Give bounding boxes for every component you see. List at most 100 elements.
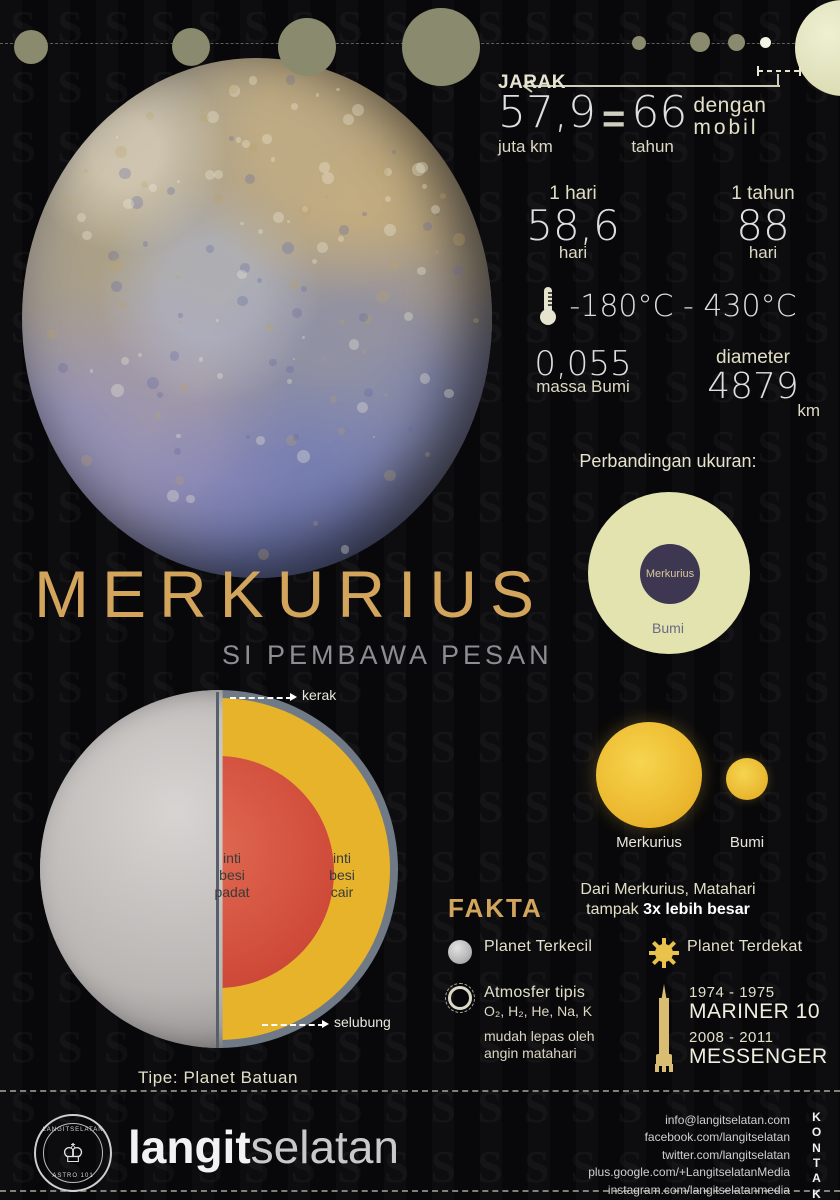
surface-speck xyxy=(426,372,431,378)
sun-from-earth-circle xyxy=(726,758,768,800)
surface-speck xyxy=(341,545,350,554)
mission-1-name: MESSENGER xyxy=(689,1045,828,1069)
atmosphere-composition: O₂, H₂, He, Na, K xyxy=(484,1002,593,1019)
surface-speck xyxy=(130,196,143,209)
surface-speck xyxy=(157,392,164,399)
surface-speck xyxy=(292,434,300,442)
contact-item-4[interactable]: instagram.com/langitselatanmedia xyxy=(607,1182,790,1197)
surface-speck xyxy=(217,372,223,379)
surface-speck xyxy=(110,258,124,272)
contact-item-0[interactable]: info@langitselatan.com xyxy=(665,1113,790,1127)
mass-diameter-row: 0,055 massa Bumi diameter 4879 km xyxy=(498,347,838,421)
diameter-stat: diameter 4879 km xyxy=(668,347,838,421)
surface-speck xyxy=(364,388,374,398)
surface-speck xyxy=(343,114,354,125)
sun-ray xyxy=(672,951,679,955)
day-unit: hari xyxy=(558,243,588,263)
surface-speck xyxy=(281,241,294,255)
orbit-dot-6 xyxy=(690,32,710,52)
contact-item-1[interactable]: facebook.com/langitselatan xyxy=(644,1130,790,1145)
surface-speck xyxy=(286,435,298,447)
kontak-letter: N xyxy=(812,1140,822,1155)
surface-speck xyxy=(137,352,143,358)
mantle-leader-arrow xyxy=(322,1020,329,1028)
day-value: 58,6 xyxy=(526,201,620,251)
year-label: 1 tahun xyxy=(731,183,795,205)
surface-speck xyxy=(330,395,338,403)
page-title: MERKURIUS xyxy=(34,557,548,631)
distance-bracket-icon xyxy=(757,66,801,86)
surface-speck xyxy=(244,174,255,185)
surface-speck xyxy=(237,295,248,307)
sun-note-bold: 3x lebih besar xyxy=(643,901,750,918)
surface-speck xyxy=(204,169,216,181)
inner-core-line2: besi xyxy=(219,866,245,883)
surface-speck xyxy=(115,136,118,139)
surface-speck xyxy=(384,168,392,176)
surface-speck xyxy=(422,221,432,231)
surface-speck xyxy=(388,259,399,270)
facts-column-left: Planet Terkecil Atmosfer tipis O₂, H₂, H… xyxy=(445,938,637,1081)
surface-speck xyxy=(118,300,126,309)
contact-item-2[interactable]: twitter.com/langitselatan xyxy=(661,1147,790,1162)
surface-speck xyxy=(236,269,247,280)
surface-speck xyxy=(213,170,223,179)
sun-ray xyxy=(668,957,677,966)
sun-note-prefix: tampak xyxy=(586,901,644,918)
surface-speck xyxy=(149,183,157,192)
surface-speck xyxy=(256,435,266,445)
surface-speck xyxy=(412,162,426,176)
stats-panel: JARAK 57,9 juta km = 66 tahun dengan mob… xyxy=(498,72,838,472)
surface-speck xyxy=(81,454,92,466)
contact-item-3[interactable]: plus.google.com/+LangitselatanMedia xyxy=(588,1165,790,1180)
mercury-planet-image xyxy=(22,58,492,578)
surface-speck xyxy=(47,329,57,339)
atmosphere-note-line1: mudah lepas oleh xyxy=(484,1027,595,1044)
facts-column-right: Planet Terdekat 1974 - 1975 MARINER 10 2… xyxy=(649,938,840,1081)
surface-speck xyxy=(270,157,276,162)
surface-speck xyxy=(177,180,181,183)
surface-speck xyxy=(362,211,367,217)
year-unit: hari xyxy=(748,243,778,263)
surface-speck xyxy=(373,436,376,439)
day-label: 1 hari xyxy=(549,183,597,205)
surface-speck xyxy=(375,164,389,178)
brand-bold: langit xyxy=(128,1121,251,1173)
day-stat: 1 hari 58,6 hari xyxy=(498,183,648,263)
surface-speck xyxy=(391,149,397,154)
surface-speck xyxy=(286,365,294,373)
surface-speck xyxy=(384,469,397,482)
atmosphere-note: mudah lepas oleh angin matahari xyxy=(484,1028,595,1063)
distance-unit: juta km xyxy=(498,136,553,156)
equals-sign: = xyxy=(601,97,626,142)
surface-speck xyxy=(123,199,134,210)
surface-speck xyxy=(289,279,300,290)
distance-arrow-icon xyxy=(522,79,780,93)
sun-ray xyxy=(651,957,660,966)
surface-speck xyxy=(176,434,181,439)
contact-list: info@langitselatan.com facebook.com/langi… xyxy=(588,1112,790,1199)
surface-speck xyxy=(265,187,268,190)
surface-speck xyxy=(319,161,330,173)
fact-atmosphere-text: Atmosfer tipis O₂, H₂, He, Na, K mudah l… xyxy=(484,984,595,1063)
surface-speck xyxy=(229,136,234,141)
sun-from-mercury-label: Merkurius xyxy=(616,834,682,851)
crust-label: kerak xyxy=(302,687,337,703)
cross-section-diagram: inti besi padat inti besi cair kerak sel… xyxy=(18,672,438,1082)
surface-speck xyxy=(175,274,180,279)
surface-speck xyxy=(206,245,214,253)
seal-bottom-text: ASTRO 101 xyxy=(52,1173,94,1179)
surface-speck xyxy=(436,212,440,217)
surface-speck xyxy=(83,169,88,174)
surface-speck xyxy=(200,113,209,123)
surface-speck xyxy=(229,86,233,89)
surface-speck xyxy=(407,426,415,433)
surface-speck xyxy=(140,180,148,188)
surface-speck xyxy=(416,161,429,174)
kontak-letter: O xyxy=(811,1125,823,1140)
surface-speck xyxy=(444,388,454,399)
surface-speck xyxy=(119,167,131,180)
surface-speck xyxy=(146,376,159,390)
mass-value: 0,055 xyxy=(534,344,632,385)
atmosphere-title: Atmosfer tipis xyxy=(484,984,586,1001)
